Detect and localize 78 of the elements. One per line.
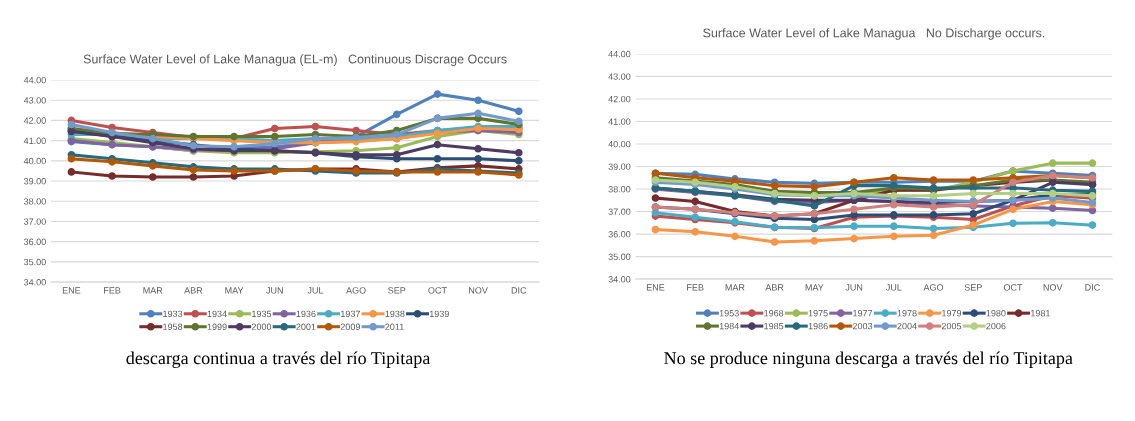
legend-label: 2004 <box>897 322 917 330</box>
y-tick-label: 41.00 <box>608 118 631 125</box>
x-tick-label: JUL <box>307 287 324 294</box>
chart-title: Surface Water Level of Lake Managua No Discharge occurs. <box>703 28 1045 40</box>
y-tick-label: 40.00 <box>23 157 46 165</box>
y-tick-label: 35.00 <box>608 253 631 260</box>
legend-label: 1986 <box>808 322 828 330</box>
x-tick-label: JUN <box>266 287 283 294</box>
legend-label: 2009 <box>340 323 360 330</box>
y-tick-label: 38.00 <box>608 186 631 193</box>
y-tick-label: 43.00 <box>608 73 631 80</box>
x-tick-label: SEP <box>388 287 406 294</box>
y-tick-label: 34.00 <box>608 276 631 283</box>
y-tick-label: 44.00 <box>608 50 631 58</box>
legend-label: 1939 <box>429 310 449 318</box>
x-tick-label: MAR <box>143 287 163 294</box>
x-tick-label: ABR <box>765 284 784 291</box>
x-tick-label: ABR <box>184 287 203 294</box>
x-tick-label: FEB <box>104 287 121 294</box>
legend-label: 2005 <box>941 322 962 330</box>
legend-label: 1977 <box>853 310 873 317</box>
y-tick-label: 36.00 <box>608 231 631 238</box>
legend-label: 1978 <box>897 310 917 317</box>
legend-label: 1953 <box>719 310 739 317</box>
x-tick-label: ENE <box>62 287 81 294</box>
legend-label: 1958 <box>163 323 183 330</box>
legend-label: 2000 <box>251 323 272 330</box>
legend-label: 1999 <box>207 323 227 330</box>
legend-label: 2003 <box>852 322 873 330</box>
x-tick-label: MAR <box>725 284 745 291</box>
x-tick-label: SEP <box>964 284 982 291</box>
y-tick-label: 35.00 <box>23 258 46 266</box>
chart-title: Surface Water Level of Lake Managua (EL-m) Continuous Discrage Occurs <box>83 54 507 66</box>
legend-label: 1985 <box>764 322 784 330</box>
text: No se produce ninguna descarga a través del río Tipitapa <box>664 351 1073 368</box>
legend-label: 1984 <box>719 322 739 330</box>
y-tick-label: 44.00 <box>23 76 46 84</box>
x-tick-label: JUL <box>885 284 902 291</box>
legend-label: 1933 <box>163 310 183 318</box>
x-tick-label: DIC <box>511 287 527 294</box>
legend-label: 1975 <box>808 310 828 317</box>
y-tick-label: 37.00 <box>608 208 631 215</box>
legend-label: 1938 <box>385 310 405 318</box>
x-tick-label: AGO <box>346 287 366 294</box>
x-tick-label: NOV <box>469 287 488 294</box>
legend-label: 1980 <box>986 310 1006 317</box>
legend-label: 2001 <box>296 323 316 330</box>
y-tick-label: 39.00 <box>23 178 46 185</box>
x-tick-label: NOV <box>1043 284 1063 291</box>
x-tick-label: JUN <box>845 284 863 291</box>
y-tick-label: 36.00 <box>23 238 46 246</box>
text: descarga continua a través del río Tipitapa <box>126 351 431 368</box>
x-tick-label: AGO <box>923 284 944 291</box>
legend-label: 1936 <box>296 310 316 318</box>
legend-label: 1935 <box>252 310 272 318</box>
legend-label: 2006 <box>986 322 1006 330</box>
legend-label: 1937 <box>341 310 360 318</box>
legend-label: 1968 <box>764 310 784 317</box>
y-tick-label: 34.00 <box>23 279 46 286</box>
legend-label: 1981 <box>1031 310 1050 317</box>
x-tick-label: MAY <box>805 284 824 291</box>
y-tick-label: 41.00 <box>23 137 46 144</box>
x-tick-label: OCT <box>428 287 447 294</box>
y-tick-label: 38.00 <box>23 198 46 205</box>
x-tick-label: FEB <box>687 284 704 291</box>
y-tick-label: 37.00 <box>23 218 46 225</box>
y-tick-label: 40.00 <box>608 140 631 148</box>
x-tick-label: DIC <box>1085 284 1100 291</box>
legend-label: 1934 <box>207 310 227 318</box>
y-tick-label: 39.00 <box>608 163 631 170</box>
x-tick-label: OCT <box>1003 284 1023 291</box>
legend-label: 1979 <box>942 310 962 317</box>
x-tick-label: MAY <box>225 287 244 294</box>
y-tick-label: 42.00 <box>608 95 631 103</box>
x-tick-label: ENE <box>646 284 665 291</box>
y-tick-label: 42.00 <box>23 117 46 124</box>
y-tick-label: 43.00 <box>23 97 46 104</box>
legend-label: 2011 <box>385 323 404 330</box>
